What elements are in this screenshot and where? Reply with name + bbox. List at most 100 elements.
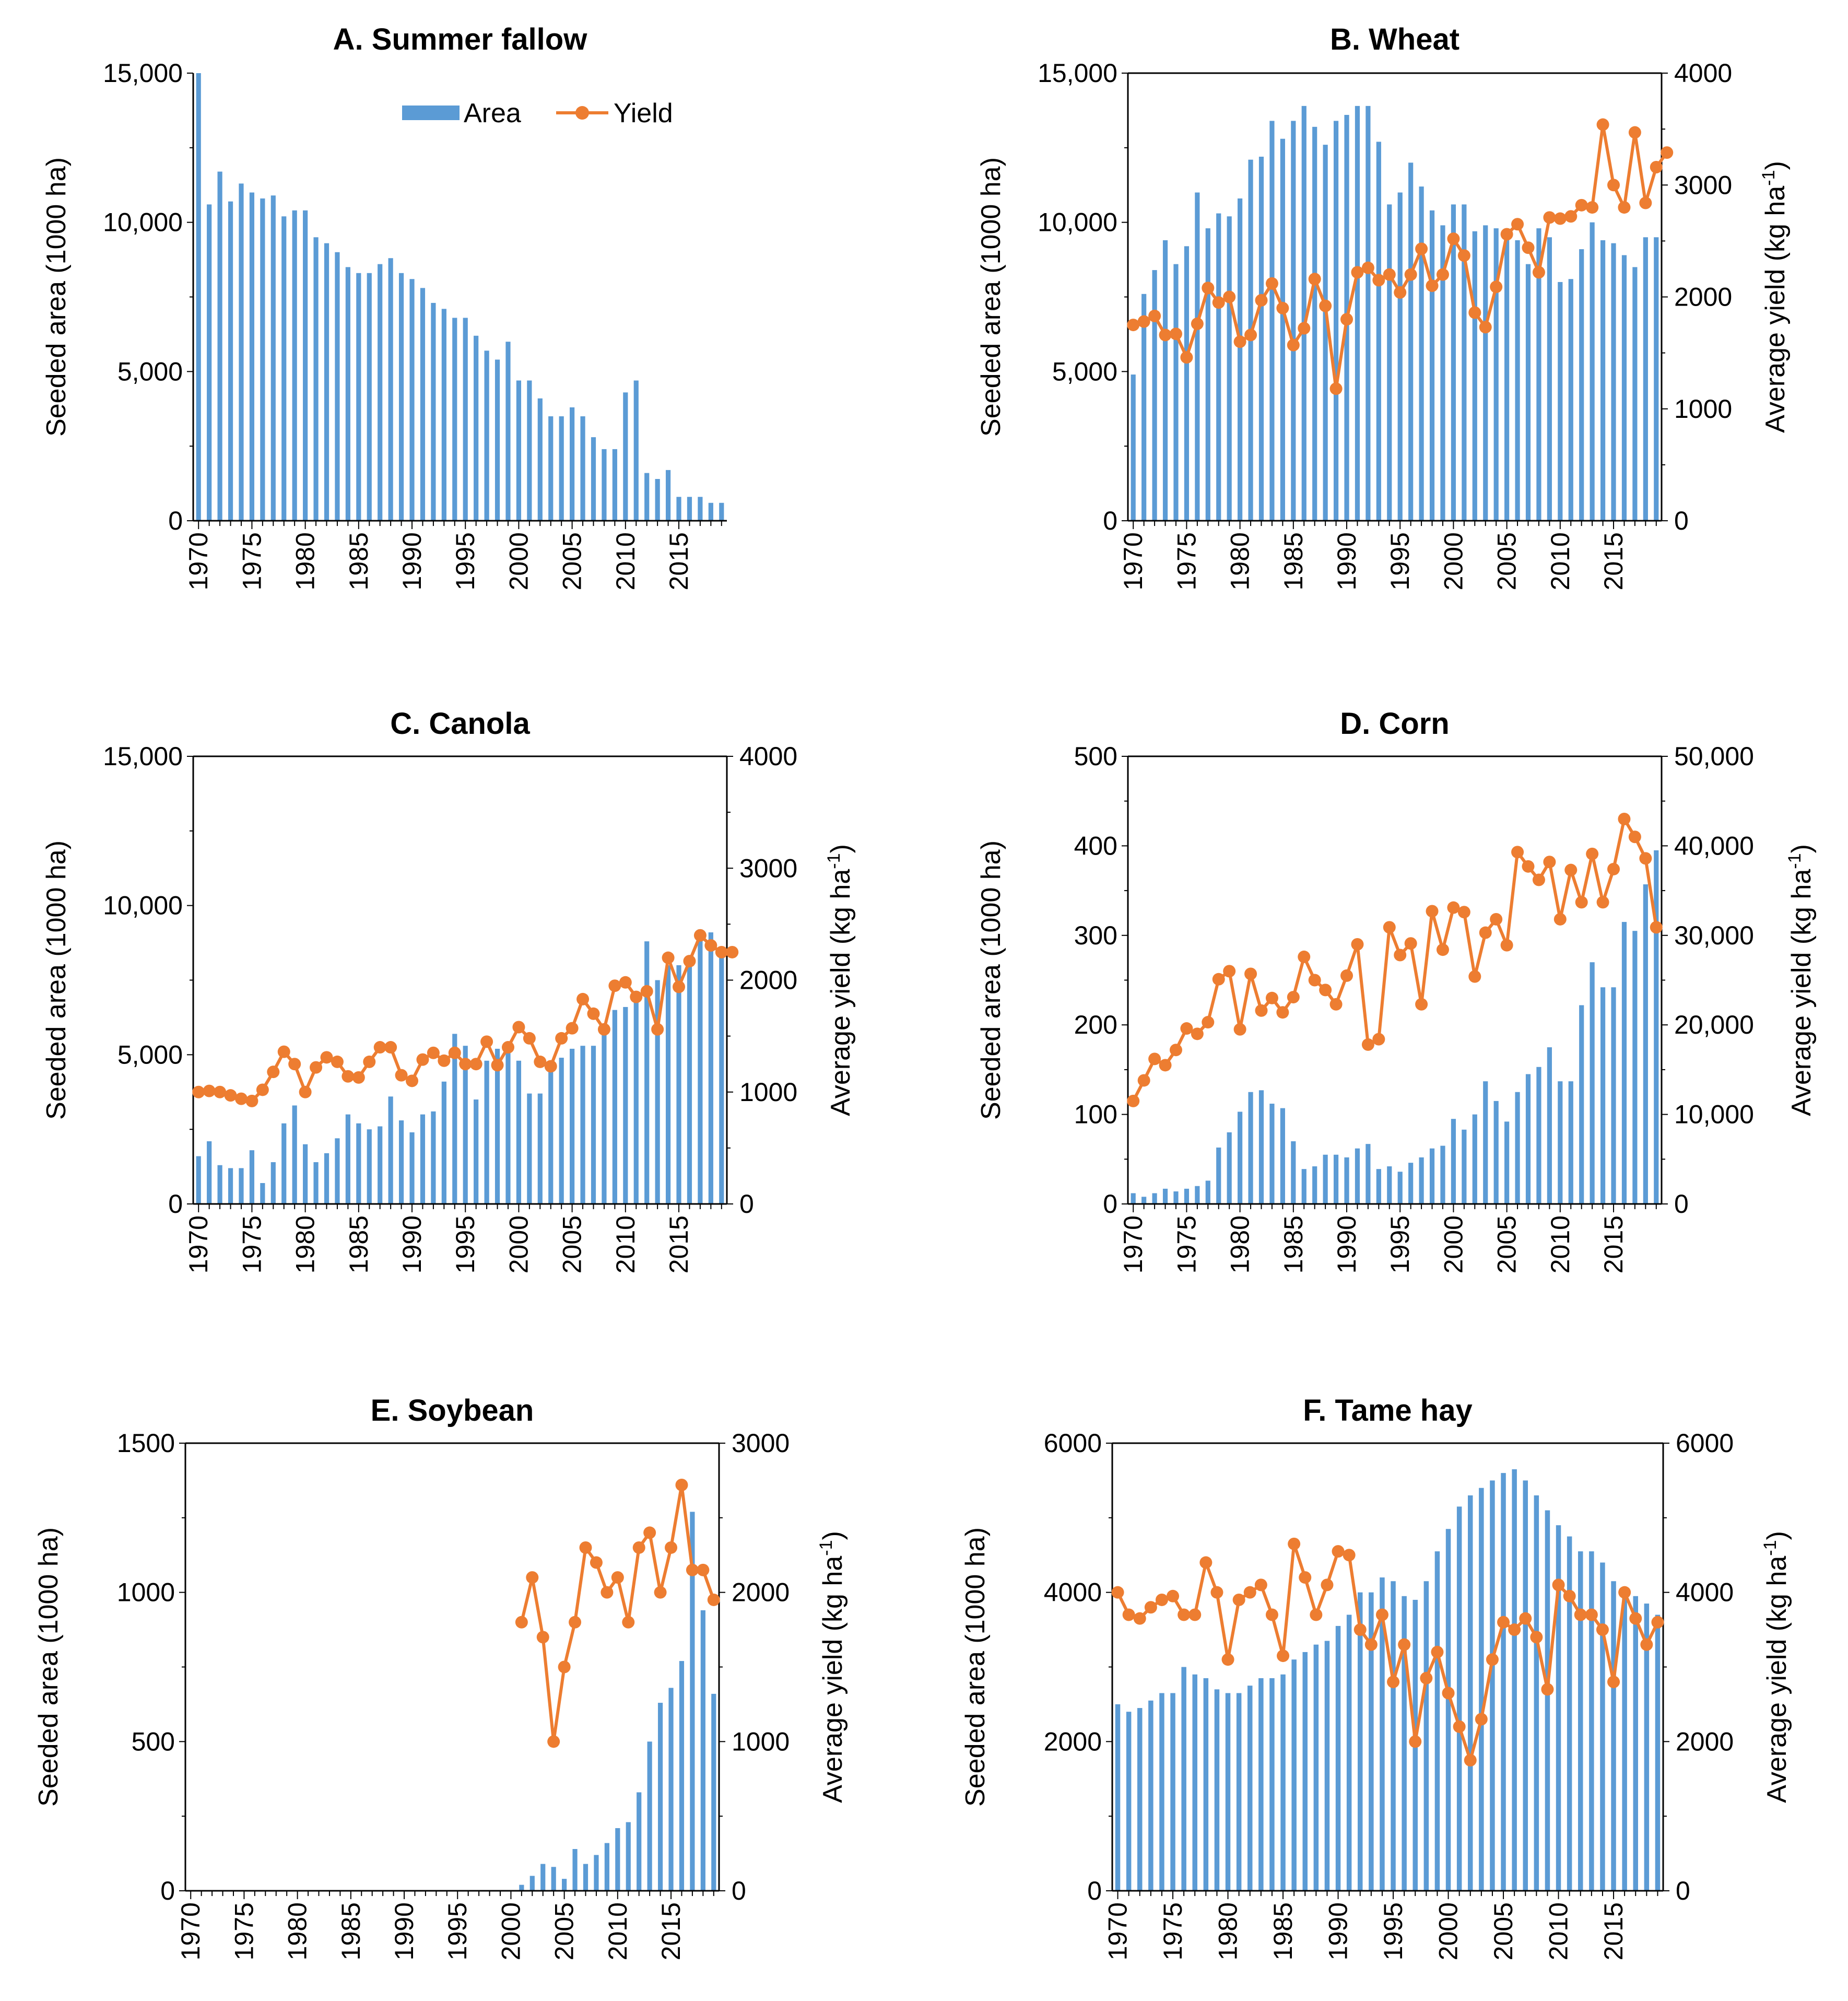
x-tick-label: 2010 bbox=[603, 1902, 632, 1960]
y2-tick-label: 4000 bbox=[1674, 58, 1732, 88]
yield-point bbox=[1522, 241, 1535, 254]
yield-point bbox=[1244, 967, 1257, 980]
area-bar bbox=[1644, 1604, 1650, 1891]
area-bar bbox=[540, 1864, 546, 1891]
x-tick-label: 2000 bbox=[504, 532, 533, 590]
area-bar bbox=[1621, 922, 1627, 1204]
y-tick-label: 15,000 bbox=[103, 742, 183, 771]
area-bar bbox=[1291, 121, 1296, 521]
area-bar bbox=[572, 1849, 578, 1891]
area-bar bbox=[1643, 237, 1648, 521]
area-bar bbox=[1216, 213, 1221, 521]
area-bar bbox=[1600, 240, 1606, 521]
x-tick-label: 2010 bbox=[611, 532, 640, 590]
yield-point bbox=[331, 1055, 344, 1068]
yield-point bbox=[1178, 1608, 1191, 1621]
y-tick-label: 300 bbox=[1074, 921, 1117, 950]
area-bar bbox=[1131, 1193, 1136, 1204]
yield-point bbox=[1618, 201, 1631, 214]
area-bar bbox=[1280, 1674, 1286, 1891]
yield-point bbox=[1564, 210, 1578, 223]
y-tick-label: 5,000 bbox=[1052, 357, 1117, 386]
area-bar bbox=[548, 416, 554, 521]
area-bar bbox=[270, 1162, 276, 1204]
area-bar bbox=[1184, 1188, 1190, 1204]
yield-point bbox=[673, 980, 686, 993]
y-tick-label: 4000 bbox=[1044, 1578, 1102, 1607]
yield-point bbox=[1490, 280, 1503, 294]
yield-point bbox=[1254, 1578, 1267, 1592]
yield-point bbox=[1167, 1589, 1180, 1602]
area-bar bbox=[1589, 1551, 1594, 1891]
yield-point bbox=[611, 1571, 624, 1584]
area-bar bbox=[1247, 1686, 1253, 1891]
area-bar bbox=[1490, 1480, 1495, 1891]
x-tick-label: 1970 bbox=[1103, 1902, 1133, 1960]
area-bar bbox=[1456, 1506, 1462, 1891]
area-bar bbox=[1248, 1092, 1253, 1204]
area-bar bbox=[249, 1150, 255, 1204]
area-bar bbox=[1333, 1154, 1339, 1204]
area-bar bbox=[1301, 1169, 1306, 1204]
yield-point bbox=[267, 1066, 280, 1079]
area-bar bbox=[303, 1144, 308, 1204]
yield-point bbox=[1133, 1612, 1146, 1625]
area-bar bbox=[1258, 1678, 1264, 1891]
area-bar bbox=[1451, 204, 1456, 521]
area-bar bbox=[1195, 1186, 1200, 1204]
yield-point bbox=[697, 1563, 710, 1576]
area-bar bbox=[559, 1058, 564, 1204]
area-bar bbox=[324, 1153, 329, 1204]
yield-point bbox=[1457, 249, 1470, 262]
area-bar bbox=[698, 929, 703, 1204]
area-bar bbox=[1419, 1157, 1424, 1204]
area-bar bbox=[505, 342, 511, 521]
x-tick-label: 1990 bbox=[397, 532, 427, 590]
x-tick-label: 1975 bbox=[1158, 1902, 1187, 1960]
yield-point bbox=[1340, 969, 1353, 982]
area-bar bbox=[1358, 1592, 1363, 1891]
yield-point bbox=[707, 1593, 720, 1606]
yield-point bbox=[1426, 905, 1439, 918]
yield-point bbox=[1415, 998, 1428, 1011]
yield-point bbox=[515, 1616, 528, 1629]
y2-tick-label: 2000 bbox=[732, 1578, 790, 1607]
area-bar bbox=[1324, 1641, 1330, 1891]
yield-point bbox=[1468, 306, 1481, 319]
area-bar bbox=[668, 1688, 674, 1891]
area-bar bbox=[452, 318, 457, 521]
yield-point bbox=[1351, 266, 1364, 279]
area-bar bbox=[1312, 126, 1317, 521]
area-bar bbox=[1227, 1132, 1232, 1204]
area-bar bbox=[1335, 1625, 1341, 1891]
yield-point bbox=[1650, 160, 1663, 173]
x-tick-label: 2010 bbox=[1546, 1215, 1575, 1273]
yield-point bbox=[1148, 1052, 1161, 1066]
x-tick-label: 2010 bbox=[611, 1215, 640, 1273]
yield-point bbox=[1607, 862, 1620, 875]
yield-point bbox=[523, 1032, 536, 1045]
x-tick-label: 2015 bbox=[1599, 1215, 1628, 1273]
yield-point bbox=[1310, 1608, 1323, 1621]
x-tick-label: 1990 bbox=[397, 1215, 427, 1273]
yield-point bbox=[1553, 912, 1567, 926]
area-bar bbox=[1504, 1121, 1510, 1204]
area-bar bbox=[1611, 1581, 1616, 1891]
y-tick-label: 5,000 bbox=[117, 357, 183, 386]
yield-point bbox=[1276, 301, 1289, 314]
yield-point bbox=[1383, 921, 1396, 934]
area-bar bbox=[505, 1046, 511, 1204]
yield-point bbox=[192, 1085, 205, 1098]
area-bar bbox=[1523, 1480, 1528, 1891]
y-tick-label: 200 bbox=[1074, 1010, 1117, 1039]
yield-point bbox=[632, 1541, 645, 1554]
area-bar bbox=[495, 1048, 500, 1204]
area-bar bbox=[409, 279, 415, 521]
yield-point bbox=[1497, 1616, 1510, 1629]
area-bar bbox=[1504, 231, 1510, 521]
area-bar bbox=[687, 497, 692, 521]
yield-point bbox=[256, 1083, 269, 1096]
yield-point bbox=[1299, 1571, 1312, 1584]
area-bar bbox=[591, 437, 596, 521]
yield-point bbox=[1431, 1645, 1444, 1658]
